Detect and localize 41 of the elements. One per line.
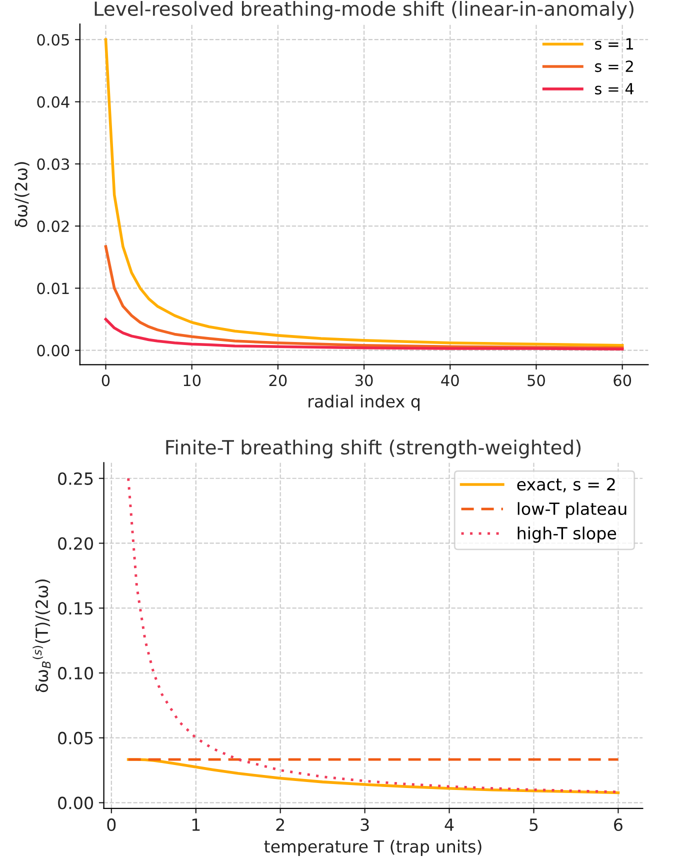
- x-tick-label: 6: [614, 818, 622, 832]
- line-series: [104, 38, 624, 347]
- y-tick-label: 0.01: [37, 282, 69, 294]
- y-axis-title: δω$_{B}$$^{(s)}$(T)/(2ω): [32, 580, 51, 692]
- y-tick-label: 0.03: [37, 158, 69, 170]
- y-tick-label: 0.02: [37, 220, 69, 232]
- y-tick-label: 0.20: [58, 537, 93, 550]
- y-tick-label: 0.00: [58, 796, 93, 810]
- legend-label: s = 1: [595, 38, 634, 50]
- y-tick-label: 0.15: [58, 602, 93, 615]
- legend-label: s = 4: [595, 83, 634, 95]
- x-tick-label: 40: [441, 374, 459, 386]
- x-tick-label: 60: [614, 374, 632, 386]
- x-axis-title: radial index q: [308, 394, 420, 411]
- y-tick-label: 0.25: [58, 472, 93, 485]
- legend-label: low-T plateau: [518, 502, 626, 518]
- y-tick-label: 0.10: [58, 666, 93, 680]
- x-tick-label: 0: [107, 818, 116, 832]
- legend-label: s = 2: [595, 60, 633, 72]
- line-series: [104, 318, 624, 350]
- x-tick-label: 30: [355, 374, 373, 386]
- legend-label: exact, s = 2: [517, 478, 615, 492]
- y-tick-label: 0.05: [37, 34, 69, 46]
- x-tick-label: 5: [530, 818, 538, 832]
- x-tick-label: 20: [269, 374, 287, 386]
- x-tick-label: 50: [528, 374, 545, 386]
- y-tick-label: 0.04: [37, 96, 70, 108]
- x-tick-label: 2: [276, 818, 284, 831]
- legend-label: high-T slope: [518, 526, 616, 543]
- x-tick-label: 0: [102, 374, 110, 386]
- y-tick-label: 0.00: [37, 344, 70, 356]
- y-tick-label: 0.05: [58, 732, 93, 744]
- line-series: [126, 758, 620, 794]
- x-tick-label: 4: [444, 818, 454, 831]
- x-tick-label: 10: [184, 374, 201, 386]
- x-tick-label: 3: [360, 818, 369, 832]
- x-tick-label: 1: [192, 818, 200, 831]
- y-axis-title: δω/(2ω): [14, 162, 30, 228]
- x-axis-title: temperature T (trap units): [264, 840, 482, 856]
- chart-title: Finite-T breathing shift (strength-weighted): [166, 440, 581, 458]
- chart-title: Level-resolved breathing-mode shift (linear-in-anomaly): [94, 0, 634, 20]
